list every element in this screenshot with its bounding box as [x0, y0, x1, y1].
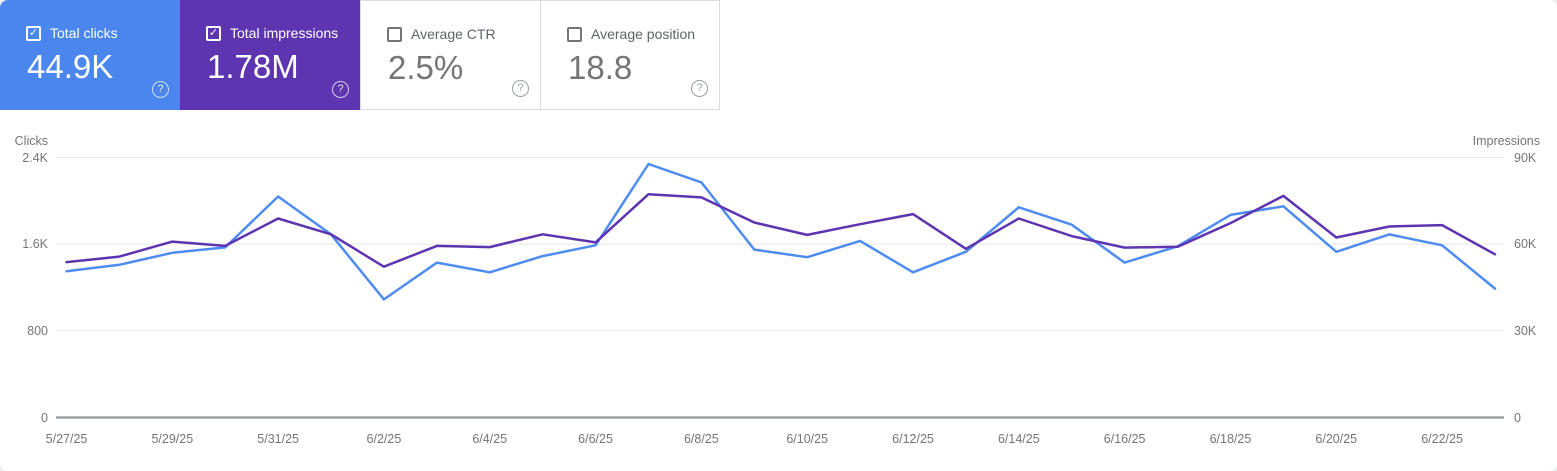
x-axis-tick: 6/12/25 [892, 432, 934, 446]
impressions-line[interactable] [65, 192, 1497, 268]
total-impressions-checkbox[interactable]: ✓ [206, 25, 221, 41]
x-axis-tick: 6/22/25 [1421, 432, 1463, 446]
metric-label: Total clicks [50, 25, 118, 41]
x-axis-tick: 6/16/25 [1103, 432, 1146, 446]
x-axis-tick: 6/10/25 [786, 432, 829, 446]
x-axis-tick: 6/18/25 [1209, 432, 1252, 446]
checkmark-icon: ✓ [28, 26, 39, 39]
y-axis-tick-right: 90K [1514, 150, 1537, 165]
metric-card-total-clicks[interactable]: ✓ Total clicks 44.9K ? [0, 0, 180, 110]
left-axis-title: Clicks [14, 134, 48, 148]
y-axis-tick-right: 30K [1514, 323, 1537, 338]
metric-value: 2.5% [388, 49, 464, 86]
y-axis-tick-left: 800 [27, 323, 48, 338]
x-axis-tick: 6/6/25 [578, 432, 613, 446]
y-axis-tick-left: 0 [41, 410, 48, 425]
y-axis-tick-left: 2.4K [22, 150, 48, 165]
x-axis-tick: 6/20/25 [1315, 432, 1358, 446]
average-ctr-checkbox[interactable] [387, 26, 402, 42]
metric-value: 1.78M [207, 48, 299, 85]
x-axis-tick: 5/29/25 [151, 432, 194, 446]
help-icon[interactable]: ? [691, 80, 708, 97]
checkmark-icon: ✓ [208, 26, 219, 39]
help-icon[interactable]: ? [152, 81, 169, 98]
metric-label: Total impressions [230, 25, 339, 41]
y-axis-tick-left: 1.6K [22, 237, 48, 252]
help-icon[interactable]: ? [332, 81, 349, 98]
x-axis-tick: 5/27/25 [45, 432, 88, 446]
average-position-checkbox[interactable] [567, 26, 582, 42]
metric-label: Average CTR [411, 26, 496, 42]
total-clicks-checkbox[interactable]: ✓ [26, 25, 41, 41]
metric-card-total-impressions[interactable]: ✓ Total impressions 1.78M ? [180, 0, 360, 110]
y-axis-tick-right: 60K [1514, 237, 1537, 252]
help-icon[interactable]: ? [512, 80, 529, 97]
x-axis-tick: 6/4/25 [472, 432, 508, 446]
y-axis-tick-right: 0 [1514, 410, 1521, 425]
right-axis-title: Impressions [1472, 134, 1540, 148]
metric-card-average-position[interactable]: Average position 18.8 ? [540, 0, 720, 110]
clicks-line[interactable] [65, 162, 1497, 301]
x-axis-tick: 5/31/25 [257, 432, 299, 446]
x-axis-tick: 6/2/25 [366, 432, 402, 446]
metric-card-average-ctr[interactable]: Average CTR 2.5% ? [360, 0, 540, 110]
metric-value: 18.8 [568, 49, 633, 86]
metric-value: 44.9K [27, 48, 114, 85]
metric-cards: ✓ Total clicks 44.9K ? ✓ Total impressio… [0, 0, 720, 110]
metric-label: Average position [591, 26, 696, 42]
x-axis-tick: 6/14/25 [997, 432, 1040, 446]
x-axis-tick: 6/8/25 [683, 432, 719, 446]
